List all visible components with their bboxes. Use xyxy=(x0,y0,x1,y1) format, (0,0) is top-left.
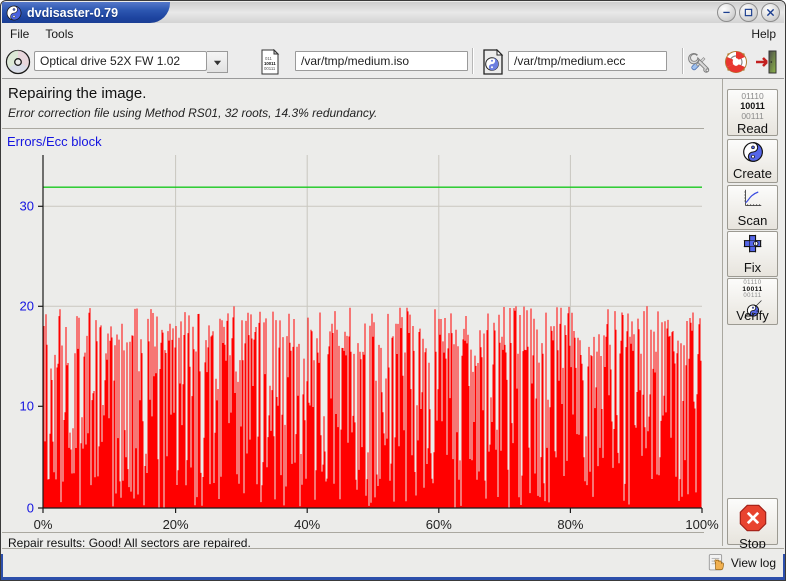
svg-text:10: 10 xyxy=(20,399,34,414)
svg-text:100%: 100% xyxy=(685,517,719,532)
svg-text:60%: 60% xyxy=(426,517,452,532)
svg-text:20%: 20% xyxy=(163,517,189,532)
svg-text:20: 20 xyxy=(20,299,34,314)
svg-text:Errors/Ecc block: Errors/Ecc block xyxy=(7,134,102,149)
svg-text:80%: 80% xyxy=(557,517,583,532)
svg-text:00111: 00111 xyxy=(264,66,276,71)
svg-text:0%: 0% xyxy=(34,517,53,532)
svg-text:30: 30 xyxy=(20,199,34,214)
svg-text:40%: 40% xyxy=(294,517,320,532)
svg-text:0: 0 xyxy=(27,501,34,516)
